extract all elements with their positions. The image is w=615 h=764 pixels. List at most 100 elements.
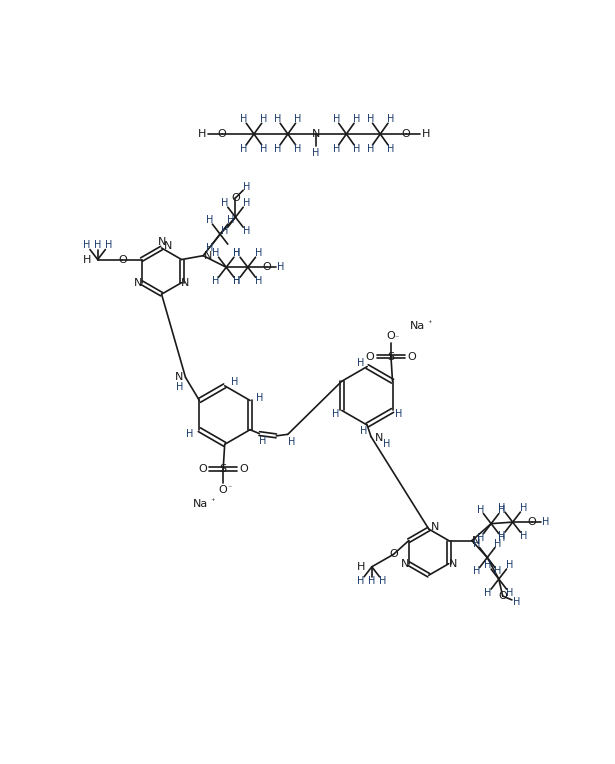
Text: H: H [421,129,430,139]
Text: H: H [387,115,394,125]
Text: N: N [401,558,409,568]
Text: H: H [332,410,339,419]
Text: H: H [233,276,240,286]
Text: H: H [520,531,527,541]
Text: H: H [212,276,219,286]
Text: O: O [387,331,395,341]
Text: ⁺: ⁺ [210,497,215,506]
Text: H: H [242,182,250,193]
Text: H: H [277,262,285,272]
Text: H: H [494,539,502,549]
Text: H: H [231,377,238,387]
Text: H: H [498,503,506,513]
Text: H: H [233,248,240,258]
Text: H: H [83,240,90,250]
Text: ⁻: ⁻ [227,483,231,492]
Text: H: H [260,144,268,154]
Text: H: H [242,199,250,209]
Text: ⁻: ⁻ [395,334,399,342]
Text: H: H [242,226,250,236]
Text: N: N [181,277,189,287]
Text: H: H [498,533,506,542]
Text: H: H [367,115,374,125]
Text: O: O [407,351,416,361]
Text: H: H [357,358,365,367]
Text: H: H [387,144,394,154]
Text: H: H [357,576,365,587]
Text: H: H [506,560,514,570]
Text: O: O [366,351,375,361]
Text: H: H [212,248,219,258]
Text: H: H [520,503,527,513]
Text: H: H [197,129,206,139]
Text: H: H [477,533,484,542]
Text: O: O [198,464,207,474]
Text: S: S [220,464,227,474]
Text: O: O [219,485,228,495]
Text: H: H [240,144,248,154]
Text: H: H [233,276,240,286]
Text: H: H [256,393,264,403]
Text: N: N [375,433,383,443]
Text: H: H [294,144,301,154]
Text: H: H [221,226,228,236]
Text: H: H [227,215,234,225]
Text: H: H [498,505,506,515]
Text: S: S [387,351,395,361]
Text: ⁺: ⁺ [427,319,432,328]
Text: H: H [105,240,112,250]
Text: H: H [176,381,183,392]
Text: N: N [204,251,212,261]
Text: H: H [477,505,484,515]
Text: O: O [401,129,410,139]
Text: H: H [498,531,506,541]
Text: H: H [360,426,367,436]
Text: H: H [333,115,340,125]
Text: H: H [506,588,514,598]
Text: H: H [383,439,390,449]
Text: N: N [175,372,183,382]
Text: O: O [528,517,536,527]
Text: H: H [274,144,282,154]
Text: H: H [485,560,492,570]
Text: N: N [430,523,439,533]
Text: H: H [494,566,502,576]
Text: O: O [118,254,127,264]
Text: H: H [368,576,376,587]
Text: H: H [94,240,101,250]
Text: H: H [513,597,520,607]
Text: O: O [231,193,240,203]
Text: Na: Na [192,499,208,509]
Text: H: H [333,144,340,154]
Text: H: H [395,410,402,419]
Text: O: O [498,591,507,601]
Text: Na: Na [410,321,426,331]
Text: N: N [133,277,142,287]
Text: H: H [186,429,193,439]
Text: H: H [205,215,213,225]
Text: H: H [473,539,480,549]
Text: N: N [311,129,320,139]
Text: H: H [312,147,319,157]
Text: O: O [263,262,271,272]
Text: H: H [205,243,213,253]
Text: H: H [240,115,248,125]
Text: N: N [164,241,172,251]
Text: O: O [217,129,226,139]
Text: N: N [157,237,166,247]
Text: H: H [379,576,386,587]
Text: H: H [352,144,360,154]
Text: H: H [352,115,360,125]
Text: H: H [255,276,262,286]
Text: H: H [260,115,268,125]
Text: H: H [294,115,301,125]
Text: H: H [82,254,91,264]
Text: H: H [357,562,365,571]
Text: H: H [542,517,549,527]
Text: H: H [288,437,295,447]
Text: H: H [274,115,282,125]
Text: H: H [255,248,262,258]
Text: O: O [240,464,248,474]
Text: N: N [448,558,457,568]
Text: H: H [221,199,228,209]
